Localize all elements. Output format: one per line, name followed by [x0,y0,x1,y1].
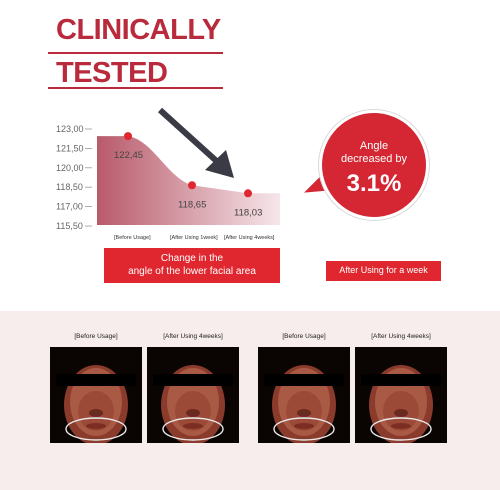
down-arrow-icon [157,107,234,178]
y-tick-label: 115,50 [56,221,83,231]
week-label: After Using for a week [326,261,441,281]
photo-title-before-1: [Before Usage] [74,333,118,340]
y-tick-label: 117,00 [56,202,83,212]
y-tick-label: 118,50 [56,182,83,192]
angle-chart: 123,00 121,50 120,00 118,50 117,00 115,50 122… [56,107,280,241]
photo-title-before-2: [Before Usage] [282,333,326,340]
face-photo-after-1 [147,347,239,443]
data-label: 118,65 [178,199,206,210]
bubble-value: 3.1% [346,170,402,197]
data-label: 118,03 [234,207,262,218]
data-point [188,181,196,190]
bubble-text: Angle decreased by [340,140,408,166]
face-photo-after-2 [355,347,447,443]
chart-caption: Change in the angle of the lower facial … [104,248,280,283]
y-tick-label: 121,50 [56,143,84,153]
bubble-circle: Angle decreased by 3.1% [322,113,426,217]
y-tick-label: 123,00 [56,124,84,134]
x-tick-label: [After Using 1week] [170,235,218,241]
data-point [124,132,132,141]
face-photo-before-1 [50,347,142,443]
y-tick-label: 120,00 [56,163,84,173]
result-bubble: Angle decreased by 3.1% [300,110,450,220]
data-label: 122,45 [114,150,143,161]
data-point [244,189,252,198]
headline-clinically: CLINICALLY [56,14,221,46]
chart-area [97,136,280,225]
headline-rule-top [48,52,223,54]
photo-title-after-1: [After Using 4weeks] [163,333,223,340]
headline-rule-bottom [48,87,223,89]
face-photo-before-2 [258,347,350,443]
headline-tested: TESTED [56,57,168,89]
x-tick-label: [After Using 4weeks] [224,235,275,241]
photo-title-after-2: [After Using 4weeks] [371,333,431,340]
x-tick-label: [Before Usage] [114,235,151,241]
